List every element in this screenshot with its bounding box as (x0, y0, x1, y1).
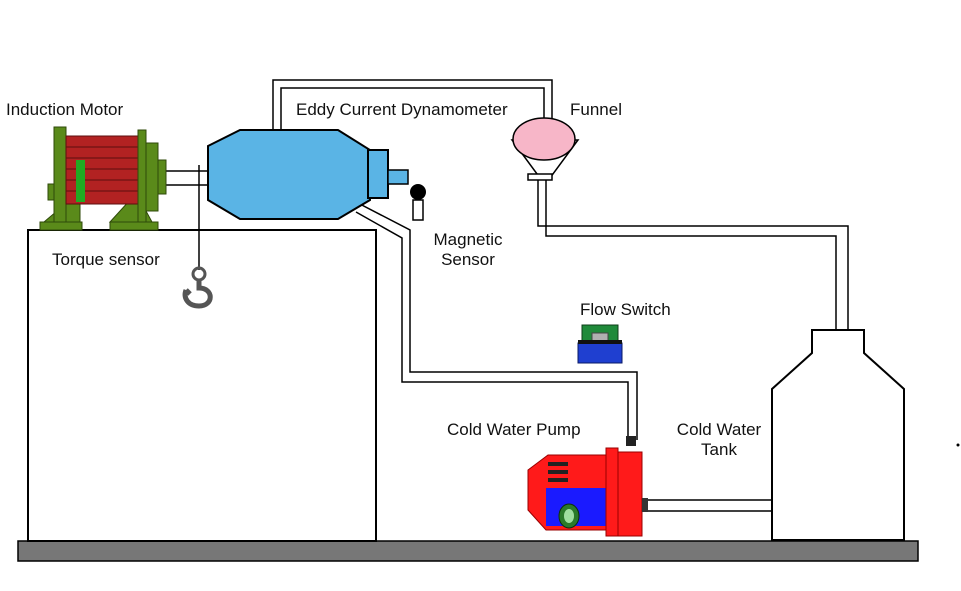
flow-switch (577, 324, 636, 446)
torque-sensor-label: Torque sensor (52, 250, 160, 269)
cold-water-tank-label-line1: Cold Water (676, 420, 762, 439)
drive-shaft (160, 170, 210, 186)
cold-water-tank-label-line2: Tank (701, 440, 737, 459)
cold-water-tank (771, 329, 905, 541)
magnetic-sensor-label-line1: Magnetic (433, 230, 503, 249)
stray-dot (956, 443, 960, 447)
ground-base (17, 540, 919, 562)
top-loop-pipe (272, 79, 553, 130)
flow-switch-label: Flow Switch (580, 300, 671, 319)
magnetic-sensor-label-line2: Sensor (441, 250, 495, 269)
magnetic-sensor-label: Magnetic Sensor (430, 230, 506, 270)
motor-bench (27, 229, 377, 542)
cold-water-pump (527, 447, 648, 537)
eddy-current-dynamometer-label: Eddy Current Dynamometer (296, 100, 508, 119)
cold-water-tank-label: Cold Water Tank (670, 420, 768, 460)
magnetic-sensor (410, 184, 426, 221)
induction-motor-label: Induction Motor (6, 100, 124, 119)
return-pipe (537, 180, 849, 330)
induction-motor (39, 126, 167, 231)
torque-sensor-hook (182, 165, 213, 309)
tank-pump-pipe (646, 499, 772, 512)
supply-pipe (355, 201, 638, 440)
funnel-label: Funnel (570, 100, 622, 119)
cold-water-pump-label: Cold Water Pump (447, 420, 581, 439)
funnel (510, 117, 580, 181)
eddy-current-dynamometer (207, 129, 409, 220)
